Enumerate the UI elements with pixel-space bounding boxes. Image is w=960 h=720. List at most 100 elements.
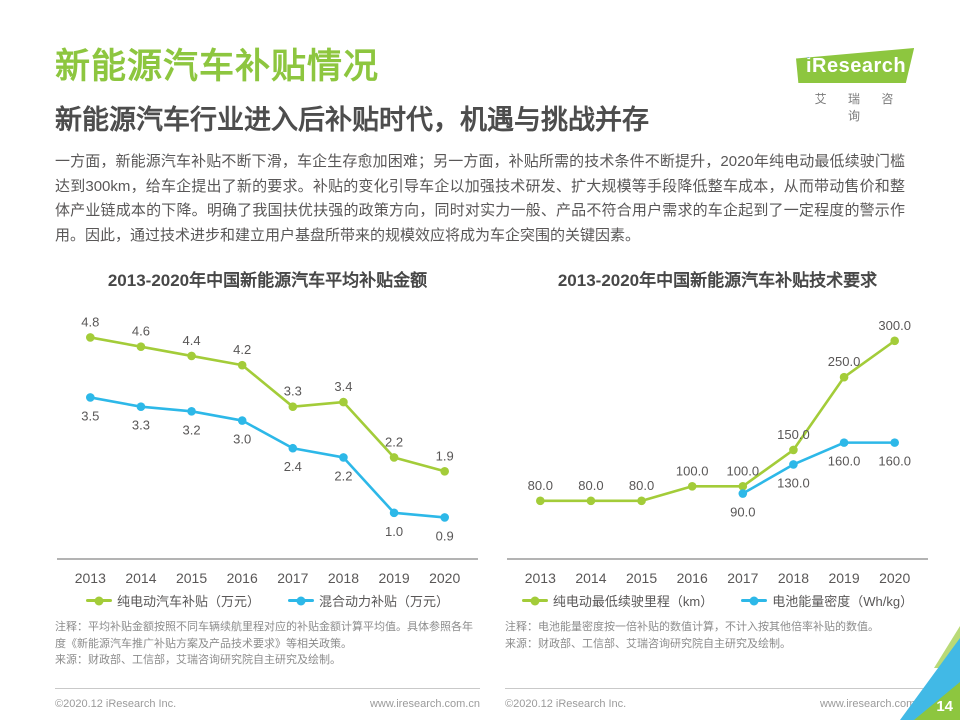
line-chart-svg: 2013 2014 2015 2016 2017 2018 2019 2020 80.0 80.0… <box>507 318 928 586</box>
legend-label: 电池能量密度（Wh/kg） <box>772 594 914 610</box>
data-point <box>789 445 798 455</box>
logo-brand-text: iResearch <box>806 55 907 77</box>
data-label: 4.4 <box>183 333 201 348</box>
data-label: 90.0 <box>730 505 755 520</box>
legend-dot-icon <box>749 596 759 606</box>
data-label: 130.0 <box>777 476 810 491</box>
data-point <box>187 407 196 416</box>
page-footer: ©2020.12 iResearch Inc. www.iresearch.co… <box>0 688 960 710</box>
x-tick-label: 2014 <box>575 570 606 586</box>
data-label: 2.4 <box>284 459 302 474</box>
data-label: 4.8 <box>81 315 99 330</box>
footer-left: ©2020.12 iResearch Inc. www.iresearch.co… <box>55 688 480 710</box>
chart-left-average-subsidy: 2013-2020年中国新能源汽车平均补贴金额 2013 2014 2015 2016 2… <box>55 258 480 669</box>
iresearch-logo: iResearch 艾 瑞 咨 询 <box>796 48 915 124</box>
iresearch-logo-badge: iResearch <box>796 48 915 83</box>
chart-title: 2013-2020年中国新能源汽车补贴技术要求 <box>557 271 878 291</box>
data-label: 250.0 <box>828 354 861 369</box>
x-tick-label: 2016 <box>677 570 708 586</box>
legend-item: 电池能量密度（Wh/kg） <box>741 591 913 610</box>
chart-title: 2013-2020年中国新能源汽车平均补贴金额 <box>107 271 428 291</box>
data-label: 1.9 <box>436 448 454 463</box>
data-point <box>440 467 449 476</box>
x-tick-label: 2015 <box>626 570 657 586</box>
data-point <box>389 508 399 518</box>
copyright-text: ©2020.12 iResearch Inc. <box>505 698 627 710</box>
x-tick-label: 2019 <box>828 570 859 586</box>
series-line <box>89 396 446 519</box>
legend-label: 混合动力补贴（万元） <box>319 594 450 610</box>
legend-marker-icon <box>741 596 768 606</box>
legend-item: 混合动力补贴（万元） <box>288 591 449 610</box>
data-point <box>738 489 748 498</box>
x-tick-label: 2013 <box>525 570 556 586</box>
chart-note: 注释：电池能量密度按一倍补贴的数值计算，不计入按其他倍率补贴的数值。 <box>505 621 879 634</box>
chart-source: 来源：财政部、工信部，艾瑞咨询研究院自主研究及绘制。 <box>55 654 341 667</box>
page-header: 新能源汽车补贴情况 新能源汽车行业进入后补贴时代，机遇与挑战并存 一方面，新能源… <box>0 0 960 248</box>
x-tick-label: 2013 <box>75 570 106 586</box>
legend-label: 纯电动汽车补贴（万元） <box>116 594 260 610</box>
data-label: 3.4 <box>334 379 352 394</box>
legend-marker-icon <box>288 596 314 606</box>
copyright-text: ©2020.12 iResearch Inc. <box>55 698 177 710</box>
data-point <box>389 453 399 462</box>
data-label: 4.2 <box>233 342 251 357</box>
data-label: 1.0 <box>385 524 403 539</box>
data-point <box>187 351 196 361</box>
logo-brand-cn: 艾 瑞 咨 询 <box>814 92 903 123</box>
legend-label: 纯电动最低续驶里程（km） <box>552 594 714 610</box>
x-tick-label: 2017 <box>727 570 758 586</box>
x-tick-label: 2017 <box>277 570 308 586</box>
x-tick-label: 2018 <box>778 570 809 586</box>
data-label: 150.0 <box>777 427 810 442</box>
body-paragraph: 一方面，新能源汽车补贴不断下滑，车企生存愈加困难；另一方面，补贴所需的技术条件不… <box>55 153 905 244</box>
data-label: 4.6 <box>132 324 150 339</box>
chart-right-technical-requirements: 2013-2020年中国新能源汽车补贴技术要求 2013 2014 2015 2016 2… <box>505 258 930 669</box>
data-point <box>738 482 748 491</box>
x-tick-label: 2019 <box>378 570 409 586</box>
x-tick-label: 2014 <box>125 570 156 586</box>
x-tick-label: 2020 <box>429 570 460 586</box>
legend-dot-icon <box>296 596 306 606</box>
data-label: 100.0 <box>727 463 760 478</box>
series-line <box>741 441 896 495</box>
data-label: 0.9 <box>436 529 454 544</box>
data-point <box>789 460 798 469</box>
data-label: 160.0 <box>828 454 861 469</box>
data-point <box>288 444 298 453</box>
page-title: 新能源汽车补贴情况 <box>55 47 380 86</box>
data-label: 80.0 <box>528 478 553 493</box>
x-tick-label: 2016 <box>227 570 258 586</box>
data-point <box>339 453 348 462</box>
legend-dot-icon <box>94 596 104 606</box>
data-label: 300.0 <box>878 318 911 333</box>
chart-notes: 注释：电池能量密度按一倍补贴的数值计算，不计入按其他倍率补贴的数值。 来源：财政部… <box>505 619 930 652</box>
line-chart-svg: 2013 2014 2015 2016 2017 2018 2019 2020 4.8 4.6 4.… <box>57 315 478 586</box>
data-label: 100.0 <box>676 463 709 478</box>
footer-right: ©2020.12 iResearch Inc. www.iresearch.co… <box>505 688 930 710</box>
data-label: 3.5 <box>81 409 99 424</box>
x-tick-label: 2020 <box>879 570 910 586</box>
legend-item: 纯电动最低续驶里程（km） <box>521 591 714 610</box>
data-point <box>136 402 146 412</box>
data-point <box>839 438 849 448</box>
legend-marker-icon <box>521 596 548 606</box>
chart-legend: 纯电动最低续驶里程（km） 电池能量密度（Wh/kg） <box>505 591 930 610</box>
charts-section: 2013-2020年中国新能源汽车平均补贴金额 2013 2014 2015 2016 2… <box>0 248 960 669</box>
legend-marker-icon <box>85 596 112 606</box>
chart-note: 注释：平均补贴金额按照不同车辆续航里程对应的补贴金额计算平均值。具体参照各年度《… <box>55 621 473 650</box>
data-label: 3.0 <box>233 432 251 447</box>
data-point <box>890 336 899 346</box>
legend-dot-icon <box>530 596 540 606</box>
page-subtitle: 新能源汽车行业进入后补贴时代，机遇与挑战并存 <box>55 105 649 135</box>
data-point <box>687 482 697 491</box>
data-point <box>288 402 298 412</box>
data-point <box>890 438 899 448</box>
data-point <box>237 416 247 425</box>
series-line <box>89 336 446 473</box>
data-label: 80.0 <box>578 478 603 493</box>
data-label: 3.3 <box>132 418 150 433</box>
data-label: 2.2 <box>334 469 352 484</box>
data-point <box>237 360 247 370</box>
